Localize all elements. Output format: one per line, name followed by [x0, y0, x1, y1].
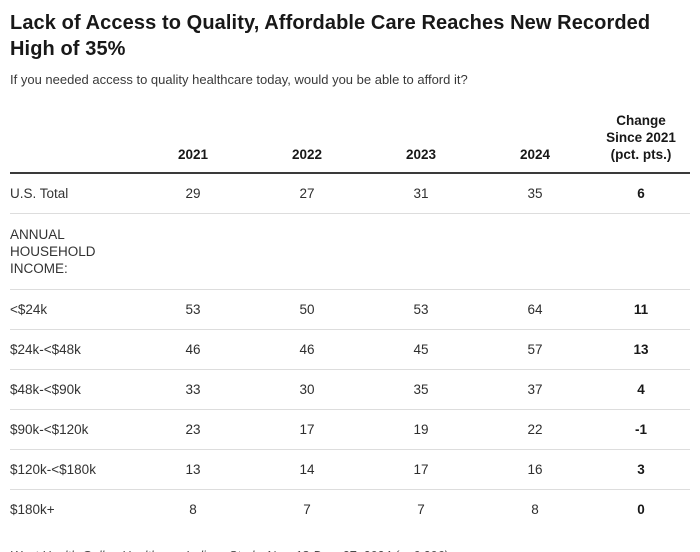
table-row-under-24k: <$24k 53 50 53 64 11: [10, 290, 690, 330]
cell-2024: 8: [531, 502, 539, 517]
table-row-24k-48k: $24k-<$48k 46 46 45 57 13: [10, 330, 690, 370]
cell-2022: 17: [299, 422, 315, 437]
cell-2023: 53: [413, 302, 429, 317]
cell-2024: 16: [527, 462, 543, 477]
table-header: 2021 2022 2023 2024 Change Since 2021 (p…: [10, 112, 690, 173]
cell-change: 0: [637, 502, 645, 517]
cell-2022: 27: [299, 186, 315, 201]
cell-2023: 19: [413, 422, 429, 437]
row-label: <$24k: [10, 302, 48, 317]
cell-2021: 29: [185, 186, 201, 201]
cell-2022: 14: [299, 462, 315, 477]
data-table: 2021 2022 2023 2024 Change Since 2021 (p…: [10, 112, 690, 529]
cell-2021: 8: [189, 502, 197, 517]
column-header-2023: 2023: [405, 147, 437, 162]
table-row-us-total: U.S. Total 29 27 31 35 6: [10, 173, 690, 214]
cell-2021: 53: [185, 302, 201, 317]
row-label: $90k-<$120k: [10, 422, 89, 437]
column-header-2021: 2021: [177, 147, 209, 162]
row-label: $120k-<$180k: [10, 462, 96, 477]
column-header-2022: 2022: [291, 147, 323, 162]
cell-2023: 17: [413, 462, 429, 477]
cell-change: 4: [637, 382, 645, 397]
cell-2024: 37: [527, 382, 543, 397]
source-notes: West Health-Gallup Healthcare Indices St…: [10, 548, 690, 552]
cell-2023: 35: [413, 382, 429, 397]
group-header-label: ANNUAL HOUSEHOLD INCOME:: [10, 214, 136, 290]
row-label: $48k-<$90k: [10, 382, 81, 397]
chart-footer: West Health-Gallup Healthcare Indices St…: [10, 548, 690, 552]
cell-2024: 57: [527, 342, 543, 357]
cell-2021: 46: [185, 342, 201, 357]
cell-2022: 7: [303, 502, 311, 517]
chart-subtitle: If you needed access to quality healthca…: [10, 72, 468, 87]
cell-2021: 13: [185, 462, 201, 477]
cell-change: 6: [637, 186, 645, 201]
column-header-row-label: [10, 112, 136, 173]
cell-change: 13: [633, 342, 649, 357]
column-header-2024: 2024: [519, 147, 551, 162]
cell-2021: 33: [185, 382, 201, 397]
row-label: U.S. Total: [10, 186, 69, 201]
cell-change: 11: [633, 302, 649, 317]
cell-2024: 22: [527, 422, 543, 437]
cell-2024: 64: [527, 302, 543, 317]
group-header-text: ANNUAL HOUSEHOLD INCOME:: [10, 227, 96, 276]
cell-2021: 23: [185, 422, 201, 437]
cell-change: -1: [634, 422, 647, 437]
table-row-90k-120k: $90k-<$120k 23 17 19 22 -1: [10, 410, 690, 450]
cell-2022: 46: [299, 342, 315, 357]
cell-2022: 50: [299, 302, 315, 317]
table-row-180k-plus: $180k+ 8 7 7 8 0: [10, 490, 690, 530]
page-title: Lack of Access to Quality, Affordable Ca…: [10, 12, 651, 60]
cell-change: 3: [637, 462, 645, 477]
cell-2023: 7: [417, 502, 425, 517]
cell-2024: 35: [527, 186, 543, 201]
row-label: $24k-<$48k: [10, 342, 81, 357]
cell-2022: 30: [299, 382, 315, 397]
cell-2023: 31: [413, 186, 429, 201]
table-group-row-income: ANNUAL HOUSEHOLD INCOME:: [10, 214, 690, 290]
header-row: 2021 2022 2023 2024 Change Since 2021 (p…: [10, 112, 690, 173]
table-row-120k-180k: $120k-<$180k 13 14 17 16 3: [10, 450, 690, 490]
row-label: $180k+: [10, 502, 55, 517]
table-body: U.S. Total 29 27 31 35 6 ANNUAL HOUSEHOL…: [10, 173, 690, 529]
column-header-change-since-2021: Change Since 2021 (pct. pts.): [606, 113, 676, 162]
table-row-48k-90k: $48k-<$90k 33 30 35 37 4: [10, 370, 690, 410]
cell-2023: 45: [413, 342, 429, 357]
